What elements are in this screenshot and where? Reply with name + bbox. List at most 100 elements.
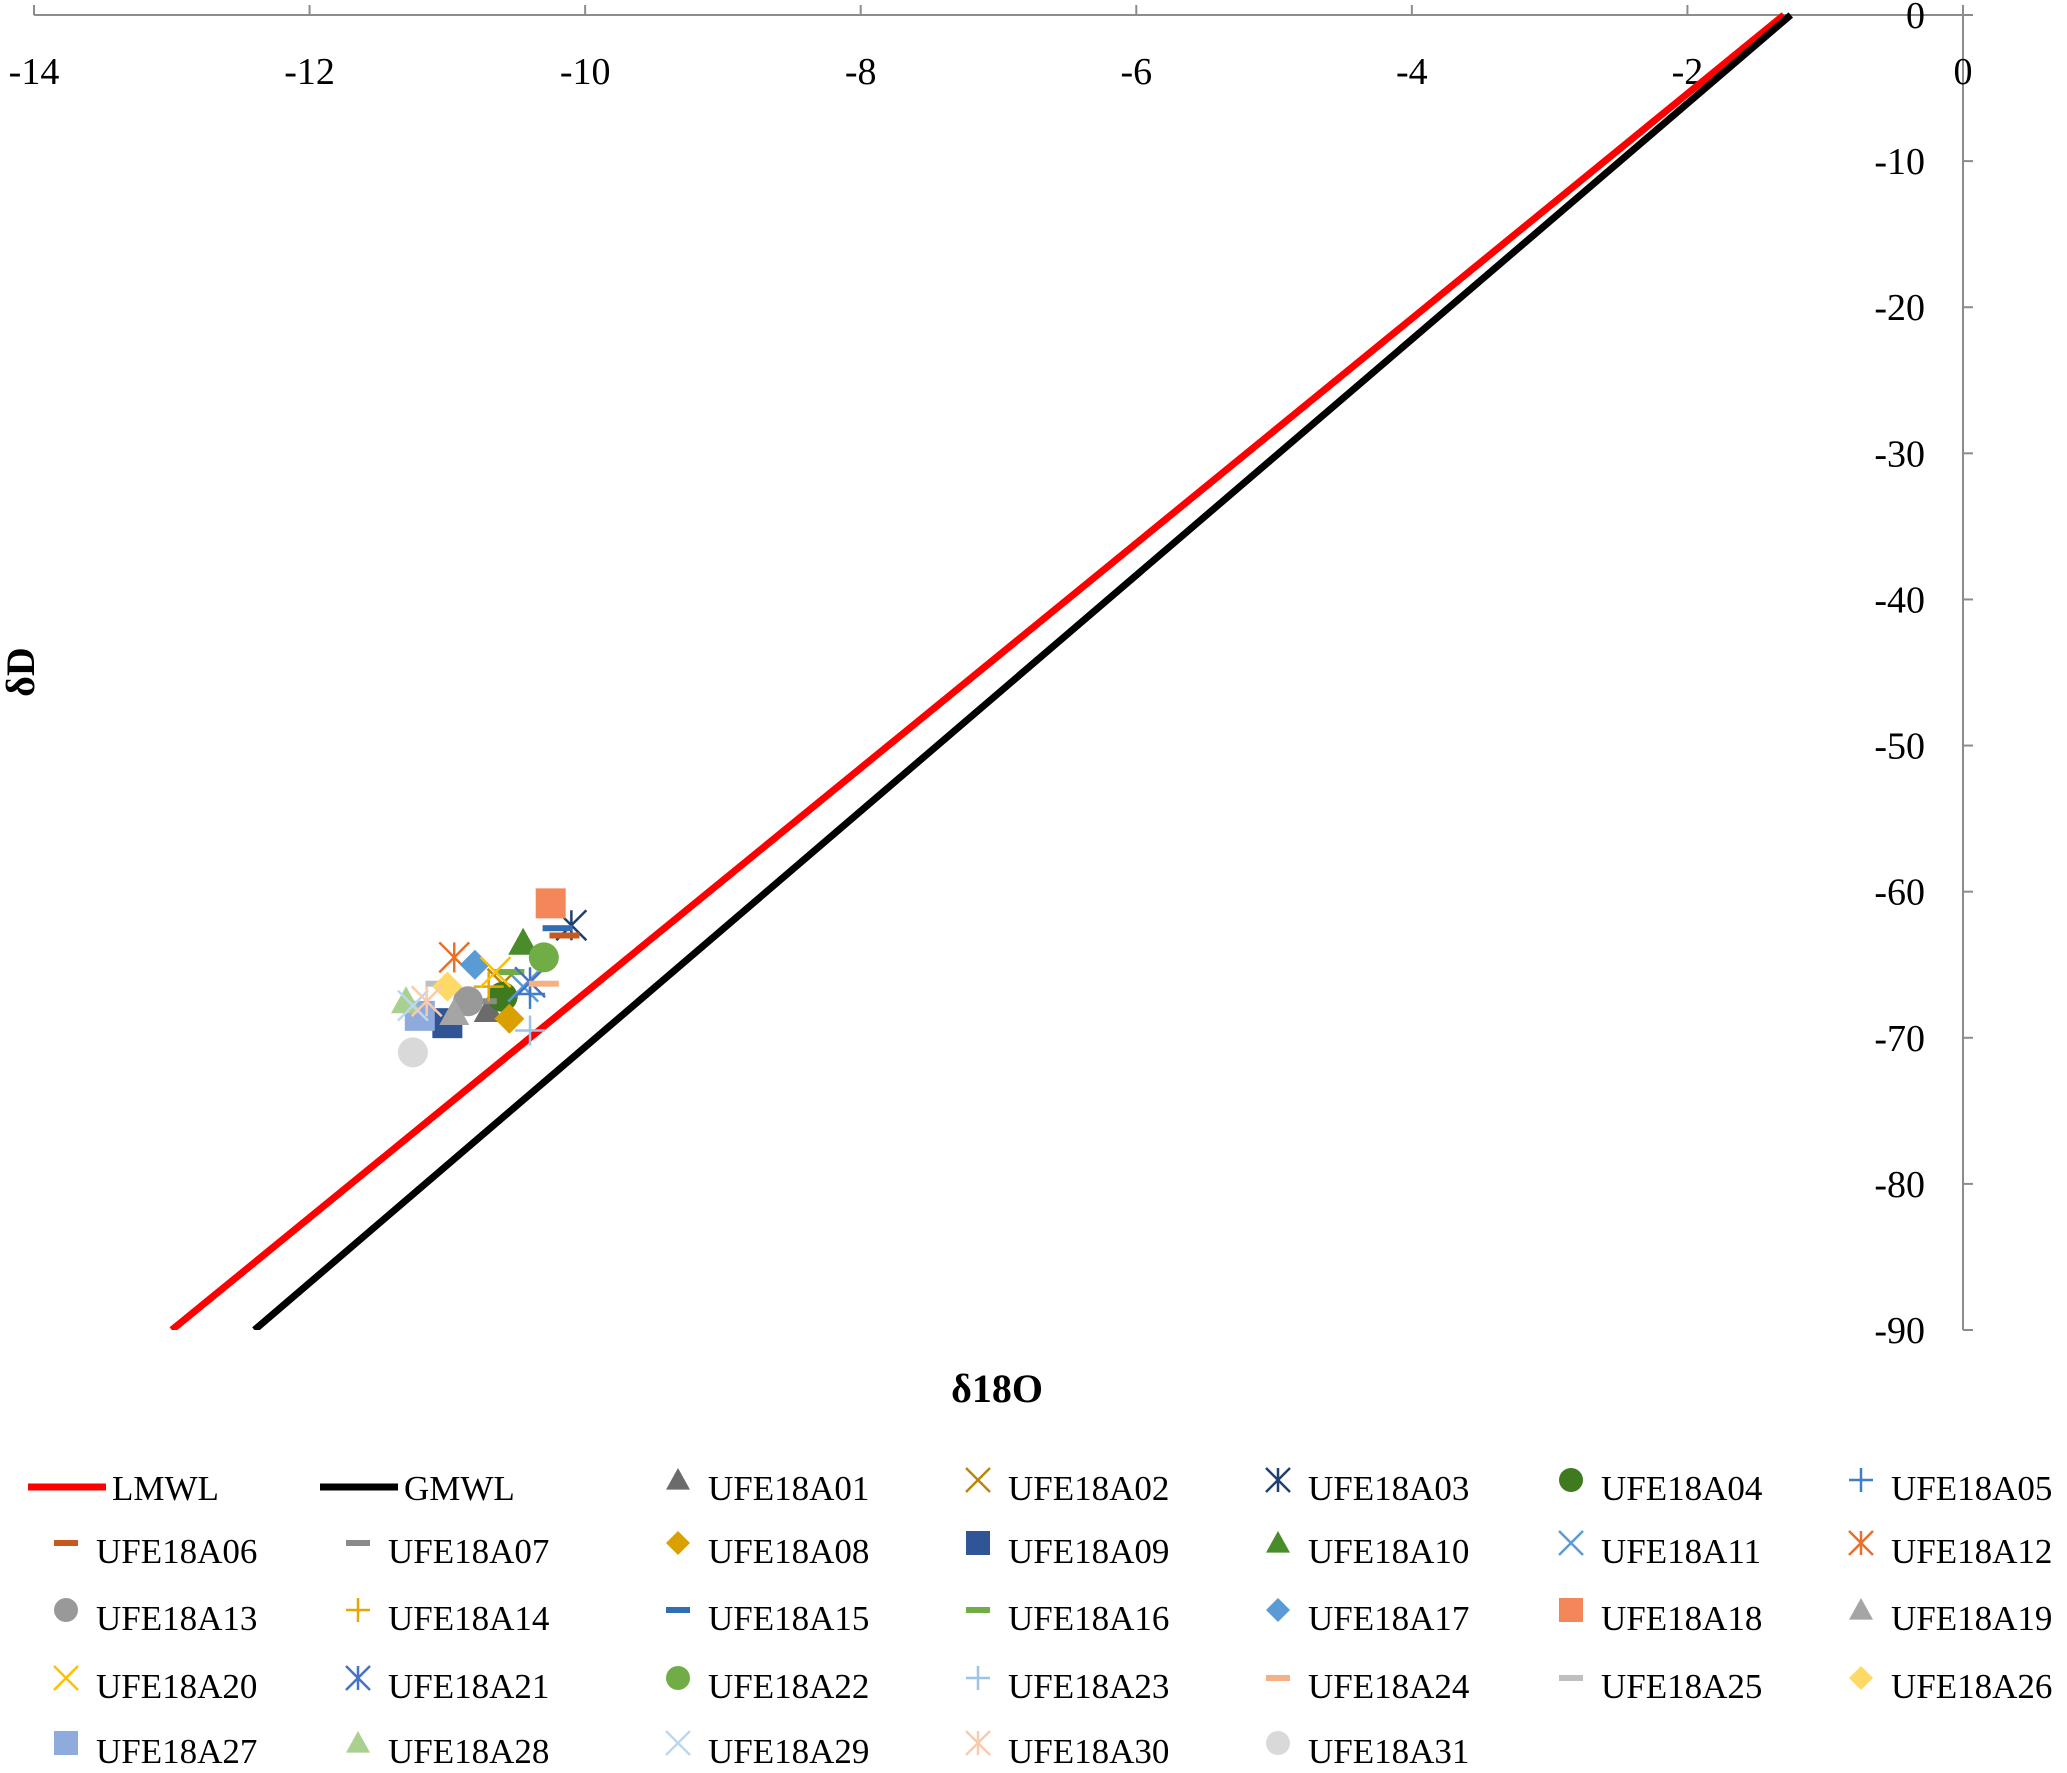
point-ufe18a08 (494, 1003, 525, 1034)
y-tick-label: -60 (1874, 872, 1925, 914)
legend-label: UFE18A20 (96, 1667, 257, 1706)
legend-item-gmwl: GMWL (320, 1469, 515, 1508)
point-ufe18a04 (487, 981, 518, 1012)
legend-item-ufe18a30: UFE18A30 (965, 1730, 1169, 1771)
x-tick-label: -4 (1396, 51, 1428, 93)
legend-label: UFE18A19 (1891, 1599, 2052, 1638)
point-ufe18a13 (453, 986, 484, 1017)
legend-item-ufe18a18: UFE18A18 (1559, 1598, 1762, 1638)
legend-item-ufe18a19: UFE18A19 (1849, 1598, 2052, 1638)
legend-label: UFE18A30 (1008, 1732, 1169, 1771)
legend-label: UFE18A07 (388, 1532, 549, 1571)
legend-item-ufe18a31: UFE18A31 (1266, 1731, 1469, 1771)
legend-item-lmwl: LMWL (28, 1469, 219, 1508)
legend-item-ufe18a14: UFE18A14 (346, 1598, 549, 1638)
legend-item-ufe18a27: UFE18A27 (54, 1731, 257, 1771)
legend-item-ufe18a20: UFE18A20 (53, 1665, 257, 1706)
legend-label: UFE18A02 (1008, 1469, 1169, 1508)
line-gmwl (252, 12, 1794, 1330)
point-ufe18a24 (528, 980, 559, 987)
legend-label: UFE18A03 (1308, 1469, 1469, 1508)
legend-label: UFE18A27 (96, 1732, 257, 1771)
line-lmwl (169, 12, 1787, 1330)
point-ufe18a11 (507, 970, 540, 1003)
y-tick-label: -70 (1874, 1018, 1925, 1060)
legend-item-ufe18a01: UFE18A01 (666, 1468, 869, 1508)
y-tick-label: -50 (1874, 726, 1925, 768)
point-ufe18a26 (432, 971, 463, 1002)
sample-points (391, 888, 588, 1068)
legend-item-ufe18a15: UFE18A15 (666, 1599, 869, 1638)
point-ufe18a16 (494, 969, 525, 976)
legend-label: UFE18A22 (708, 1667, 869, 1706)
x-tick-label: -14 (9, 51, 60, 93)
x-tick-label: -8 (845, 51, 877, 93)
point-ufe18a18 (535, 888, 566, 919)
legend-item-ufe18a13: UFE18A13 (54, 1598, 257, 1638)
legend-item-ufe18a28: UFE18A28 (346, 1731, 549, 1771)
legend-item-ufe18a26: UFE18A26 (1849, 1666, 2052, 1706)
legend-item-ufe18a08: UFE18A08 (666, 1531, 869, 1571)
legend-item-ufe18a12: UFE18A12 (1848, 1530, 2052, 1571)
legend-label: UFE18A15 (708, 1599, 869, 1638)
legend-item-ufe18a10: UFE18A10 (1266, 1531, 1469, 1571)
y-tick-label: -20 (1874, 287, 1925, 329)
x-tick-label: 0 (1954, 51, 1973, 93)
legend-label: UFE18A25 (1601, 1667, 1762, 1706)
legend-label: UFE18A05 (1891, 1469, 2052, 1508)
legend-label: UFE18A23 (1008, 1667, 1169, 1706)
legend-label: UFE18A04 (1601, 1469, 1762, 1508)
legend-item-ufe18a24: UFE18A24 (1266, 1667, 1469, 1706)
legend-label: UFE18A28 (388, 1732, 549, 1771)
legend-item-ufe18a09: UFE18A09 (966, 1531, 1169, 1571)
legend-label: UFE18A10 (1308, 1532, 1469, 1571)
legend-label: UFE18A13 (96, 1599, 257, 1638)
legend-label: UFE18A06 (96, 1532, 257, 1571)
point-ufe18a01 (473, 995, 504, 1023)
water-lines (169, 12, 1794, 1330)
point-ufe18a15 (542, 925, 573, 932)
point-ufe18a23 (515, 1015, 546, 1046)
legend-label: UFE18A16 (1008, 1599, 1169, 1638)
x-tick-label: -10 (560, 51, 611, 93)
legend-item-ufe18a11: UFE18A11 (1558, 1530, 1761, 1571)
legend-label: UFE18A09 (1008, 1532, 1169, 1571)
legend-label: UFE18A01 (708, 1469, 869, 1508)
legend-item-ufe18a17: UFE18A17 (1266, 1598, 1469, 1638)
point-ufe18a29 (397, 989, 429, 1022)
legend-label: UFE18A26 (1891, 1667, 2052, 1706)
x-axis-title: δ18O (951, 1366, 1043, 1411)
y-tick-label: 0 (1906, 0, 1925, 37)
point-ufe18a30 (410, 985, 443, 1018)
legend-item-ufe18a07: UFE18A07 (346, 1532, 549, 1571)
point-ufe18a10 (508, 927, 539, 955)
point-ufe18a31 (397, 1037, 428, 1068)
legend-label: UFE18A11 (1601, 1532, 1761, 1571)
legend-label: UFE18A29 (708, 1732, 869, 1771)
legend-item-ufe18a22: UFE18A22 (666, 1666, 869, 1706)
legend-item-ufe18a23: UFE18A23 (966, 1666, 1169, 1706)
legend-item-ufe18a25: UFE18A25 (1559, 1667, 1762, 1706)
legend-item-ufe18a05: UFE18A05 (1849, 1468, 2052, 1508)
legend-label: LMWL (112, 1469, 219, 1508)
legend-label: GMWL (404, 1469, 515, 1508)
y-tick-label: -80 (1874, 1164, 1925, 1206)
legend: LMWL GMWL UFE18A01 UFE18A02 UFE18A03 UFE18A04… (28, 1467, 2052, 1771)
legend-item-ufe18a02: UFE18A02 (965, 1467, 1169, 1508)
legend-item-ufe18a03: UFE18A03 (1265, 1467, 1469, 1508)
legend-label: UFE18A14 (388, 1599, 549, 1638)
y-tick-label: -40 (1874, 579, 1925, 621)
axes: -14 -12 -10 -8 -6 -4 -2 00-10-20-30-40-50-60-70… (9, 0, 1973, 1352)
y-tick-label: -90 (1874, 1310, 1925, 1352)
y-tick-label: -10 (1874, 141, 1925, 183)
legend-label: UFE18A12 (1891, 1532, 2052, 1571)
legend-label: UFE18A21 (388, 1667, 549, 1706)
legend-label: UFE18A17 (1308, 1599, 1469, 1638)
x-tick-label: -12 (284, 51, 335, 93)
legend-label: UFE18A24 (1308, 1667, 1469, 1706)
legend-item-ufe18a04: UFE18A04 (1559, 1468, 1762, 1508)
point-ufe18a20 (479, 956, 512, 988)
x-tick-label: -6 (1120, 51, 1152, 93)
legend-item-ufe18a16: UFE18A16 (966, 1599, 1169, 1638)
